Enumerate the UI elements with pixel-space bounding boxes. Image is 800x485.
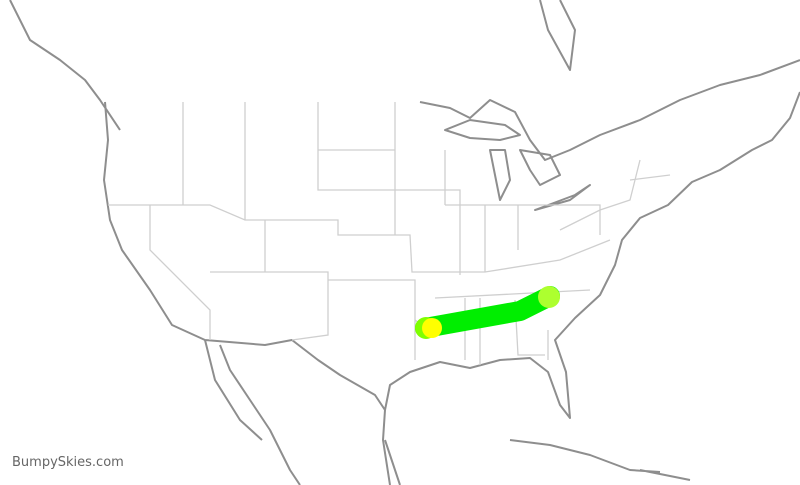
state-lines — [108, 102, 671, 365]
canada-coastline — [9, 0, 800, 161]
destination-marker[interactable] — [538, 286, 560, 308]
us-coastline — [103, 91, 800, 485]
route-line — [415, 286, 560, 338]
caribbean-islands — [509, 439, 691, 481]
coastlines — [9, 0, 800, 485]
flight-route — [415, 286, 560, 339]
brand-watermark: BumpySkies.com — [12, 455, 124, 470]
origin-marker[interactable] — [422, 318, 442, 338]
great-lakes — [444, 119, 591, 211]
state-borders — [108, 102, 671, 365]
mexico-coastline — [204, 339, 401, 485]
